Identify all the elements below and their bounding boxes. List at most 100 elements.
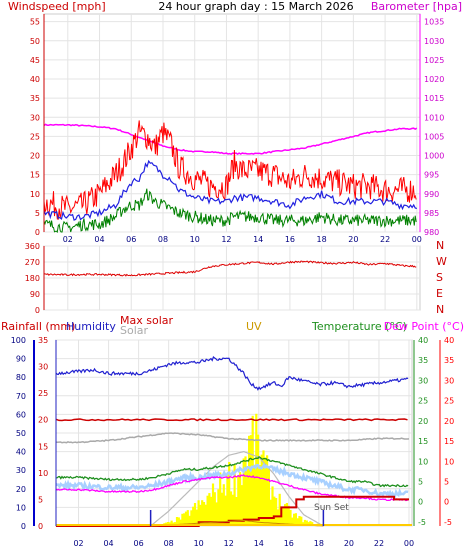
solar-bar bbox=[195, 509, 198, 526]
dew-point-tick-label: 10 bbox=[444, 457, 454, 466]
climate-hour-tick-label: 00 bbox=[404, 539, 414, 548]
humidity-tick-label: 60 bbox=[16, 410, 26, 419]
temperature-tick-label: 25 bbox=[418, 397, 428, 406]
solar-bar bbox=[215, 502, 218, 526]
wind-hour-tick-label: 20 bbox=[348, 235, 358, 244]
direction-degree-ticks: 360 270 180 90 0 bbox=[25, 242, 40, 315]
solar-bar bbox=[181, 513, 184, 526]
solar-label: Solar bbox=[120, 324, 149, 337]
direction-tick-label: 90 bbox=[30, 290, 40, 299]
windspeed-tick-label: 50 bbox=[30, 37, 40, 46]
wind-hour-tick-label: 18 bbox=[317, 235, 327, 244]
solar-bar bbox=[231, 494, 234, 526]
temperature-tick-label: 15 bbox=[418, 437, 428, 446]
wind-speed-line bbox=[43, 159, 417, 221]
wind-hour-tick-label: 02 bbox=[63, 235, 73, 244]
compass-label: S bbox=[436, 271, 443, 284]
solar-bar bbox=[220, 492, 224, 526]
barometer-tick-label: 1020 bbox=[424, 75, 444, 84]
solar-bar bbox=[206, 495, 209, 526]
solar-bar bbox=[188, 515, 191, 526]
solar-bar bbox=[184, 511, 188, 526]
solar-bar bbox=[258, 465, 261, 526]
barometer-tick-label: 1015 bbox=[424, 94, 444, 103]
solar-bar bbox=[226, 474, 229, 526]
rainfall-tick-label: 10 bbox=[38, 469, 48, 478]
direction-tick-label: 180 bbox=[25, 274, 40, 283]
solar-bar bbox=[269, 499, 272, 526]
solar-bar bbox=[183, 513, 186, 526]
wind-average-line bbox=[43, 188, 417, 233]
solar-bar bbox=[298, 516, 301, 526]
wind-direction-line bbox=[44, 260, 417, 277]
climate-hour-tick-label: 08 bbox=[164, 539, 174, 548]
temperature-label: Temperature (°C) bbox=[311, 320, 407, 333]
dew-point-tick-label: 35 bbox=[444, 356, 454, 365]
solar-bar bbox=[280, 509, 283, 526]
dew-point-label: Dew Point (°C) bbox=[384, 320, 464, 333]
wind-grid bbox=[44, 14, 420, 233]
solar-bar bbox=[202, 502, 206, 526]
solar-bar bbox=[229, 491, 233, 526]
dew-point-tick-label: 30 bbox=[444, 376, 454, 385]
rainfall-tick-label: 5 bbox=[38, 495, 43, 504]
humidity-label: Humidity bbox=[66, 320, 116, 333]
temperature-tick-label: 10 bbox=[418, 457, 428, 466]
solar-bar bbox=[285, 503, 288, 526]
temperature-tick-label: 20 bbox=[418, 417, 428, 426]
windspeed-tick-label: 55 bbox=[30, 18, 40, 27]
solar-bar bbox=[309, 521, 312, 526]
solar-bar bbox=[179, 519, 182, 526]
solar-bar bbox=[293, 513, 296, 526]
humidity-tick-label: 40 bbox=[16, 448, 26, 457]
solar-bar bbox=[177, 517, 180, 526]
solar-bar bbox=[267, 467, 270, 526]
solar-bar bbox=[204, 504, 207, 526]
solar-bar bbox=[235, 497, 238, 526]
climate-hour-tick-label: 02 bbox=[73, 539, 83, 548]
barometer-ticks: 980 985 990 995 1000 1005 1010 1015 1020 1025 1030… bbox=[424, 18, 444, 237]
barometer-tick-label: 1005 bbox=[424, 132, 444, 141]
solar-bar bbox=[251, 415, 254, 526]
solar-bar bbox=[266, 455, 269, 526]
humidity-tick-label: 20 bbox=[16, 485, 26, 494]
windspeed-tick-label: 15 bbox=[30, 171, 40, 180]
climate-hour-tick-label: 22 bbox=[374, 539, 384, 548]
solar-bar bbox=[186, 510, 189, 526]
solar-bar bbox=[284, 504, 287, 526]
humidity-tick-label: 70 bbox=[16, 392, 26, 401]
wind-hour-tick-label: 16 bbox=[285, 235, 295, 244]
solar-bar bbox=[300, 516, 303, 526]
wind-gust-line bbox=[43, 120, 417, 220]
solar-bar bbox=[278, 493, 281, 526]
solar-bar bbox=[219, 472, 222, 526]
humidity-line bbox=[55, 355, 409, 391]
direction-tick-label: 0 bbox=[35, 306, 40, 315]
dew-point-line bbox=[55, 474, 409, 502]
solar-bar bbox=[271, 486, 274, 526]
climate-hour-ticks: 02 04 06 08 10 12 14 16 18 20 22 00 bbox=[73, 539, 414, 548]
windspeed-axis-label: Windspeed [mph] bbox=[8, 0, 106, 13]
solar-bar bbox=[233, 464, 236, 526]
solar-bar bbox=[275, 498, 278, 526]
climate-hour-tick-label: 10 bbox=[194, 539, 204, 548]
solar-bar bbox=[294, 513, 297, 526]
barometer-tick-label: 990 bbox=[424, 190, 439, 199]
rainfall-tick-label: 15 bbox=[38, 442, 48, 451]
rainfall-tick-label: 25 bbox=[38, 389, 48, 398]
humidity-tick-label: 90 bbox=[16, 355, 26, 364]
solar-bar bbox=[224, 495, 227, 526]
sunset-label: Sun Set bbox=[314, 503, 349, 513]
windspeed-tick-label: 25 bbox=[30, 132, 40, 141]
windspeed-tick-label: 35 bbox=[30, 94, 40, 103]
solar-bar bbox=[239, 471, 242, 526]
wind-hour-tick-label: 04 bbox=[94, 235, 104, 244]
wind-hour-tick-label: 00 bbox=[412, 235, 422, 244]
solar-bar bbox=[257, 434, 260, 526]
solar-bar bbox=[260, 454, 263, 526]
barometer-line bbox=[43, 123, 418, 156]
windspeed-tick-label: 40 bbox=[30, 75, 40, 84]
max-solar-line bbox=[55, 432, 410, 444]
